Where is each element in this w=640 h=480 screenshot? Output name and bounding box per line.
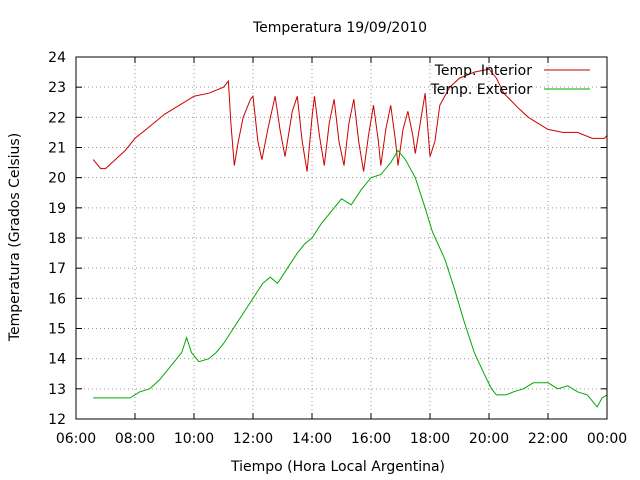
x-tick-label: 00:00 xyxy=(587,431,627,447)
y-tick-label: 19 xyxy=(48,201,66,217)
y-tick-label: 24 xyxy=(48,50,66,66)
x-tick-label: 20:00 xyxy=(469,431,509,447)
y-tick-label: 12 xyxy=(48,412,66,428)
chart-title: Temperatura 19/09/2010 xyxy=(252,20,427,36)
x-tick-label: 12:00 xyxy=(233,431,273,447)
series-line-temp-exterior xyxy=(93,149,608,408)
x-axis: 06:00 08:00 10:00 12:00 14:00 16:00 18:00 20:00… xyxy=(56,57,627,447)
y-tick-label: 21 xyxy=(48,141,66,157)
x-tick-label: 08:00 xyxy=(115,431,155,447)
y-tick-label: 17 xyxy=(48,261,66,277)
series-line-temp-interior xyxy=(92,68,608,172)
x-tick-label: 10:00 xyxy=(174,431,214,447)
legend: Temp. Interior Temp. Exterior xyxy=(430,63,590,98)
x-tick-label: 16:00 xyxy=(351,431,391,447)
x-tick-label: 22:00 xyxy=(528,431,568,447)
y-tick-label: 14 xyxy=(48,352,66,368)
y-axis: 12 13 14 15 16 17 18 19 20 21 22 23 24 xyxy=(48,50,607,428)
x-tick-label: 18:00 xyxy=(410,431,450,447)
y-tick-label: 15 xyxy=(48,322,66,338)
legend-label-temp-interior: Temp. Interior xyxy=(434,63,533,79)
y-axis-title: Temperatura (Grados Celsius) xyxy=(7,133,23,342)
y-tick-label: 13 xyxy=(48,382,66,398)
legend-label-temp-exterior: Temp. Exterior xyxy=(430,82,533,98)
y-tick-label: 20 xyxy=(48,171,66,187)
series-layer xyxy=(92,68,608,408)
y-tick-label: 22 xyxy=(48,110,66,126)
x-tick-label: 06:00 xyxy=(56,431,96,447)
plot-frame xyxy=(75,56,608,420)
y-tick-label: 23 xyxy=(48,80,66,96)
x-tick-label: 14:00 xyxy=(292,431,332,447)
y-tick-label: 18 xyxy=(48,231,66,247)
y-tick-label: 16 xyxy=(48,291,66,307)
x-axis-title: Tiempo (Hora Local Argentina) xyxy=(230,459,445,475)
grid xyxy=(76,57,607,419)
